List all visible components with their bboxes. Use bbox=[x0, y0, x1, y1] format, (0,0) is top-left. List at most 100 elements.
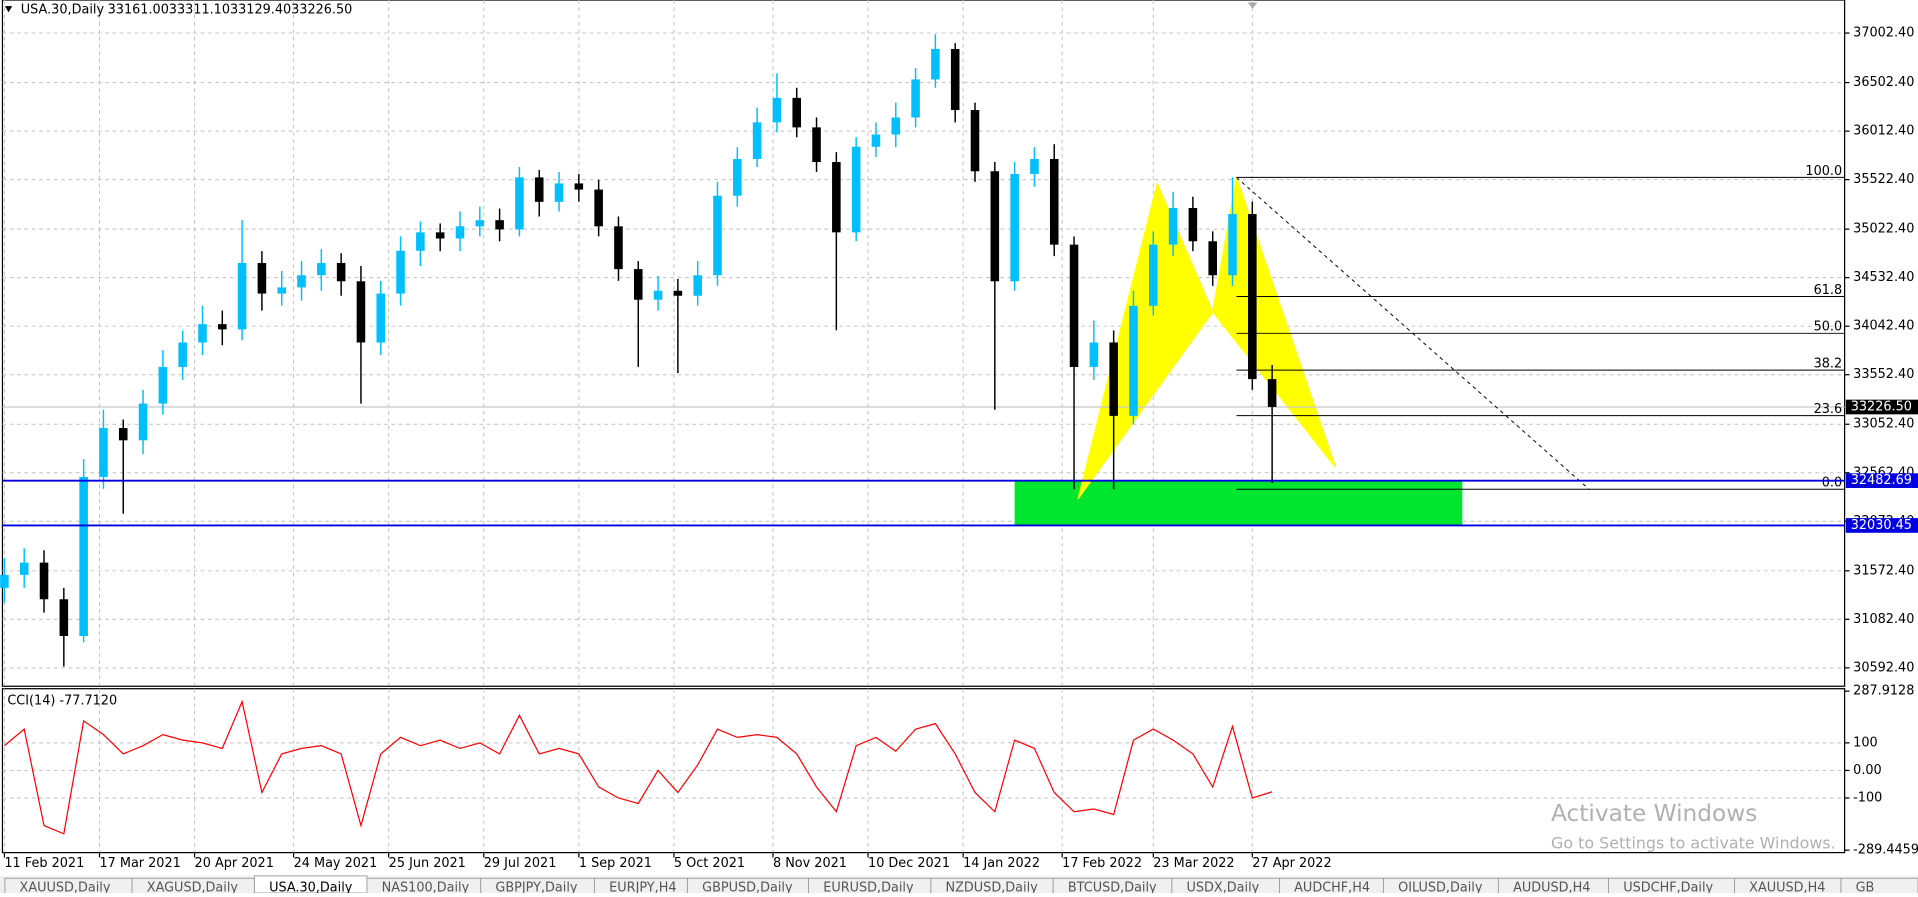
candle-body bbox=[851, 146, 861, 233]
candle-body bbox=[772, 97, 782, 123]
watermark-subtitle: Go to Settings to activate Windows. bbox=[1551, 834, 1836, 853]
tab-label[interactable]: EURUSD,Daily bbox=[823, 881, 914, 896]
ohlc-value: 33226.50 bbox=[291, 2, 352, 17]
x-tick-label: 25 Jun 2021 bbox=[389, 856, 466, 871]
demand-zone bbox=[1014, 480, 1463, 526]
tab-label[interactable]: OILUSD,Daily bbox=[1398, 881, 1483, 896]
tab-label[interactable]: EURJPY,H4 bbox=[609, 881, 676, 896]
candle-body bbox=[475, 220, 485, 227]
y-tick-label: 37002.40 bbox=[1853, 26, 1914, 41]
x-tick-label: 20 Apr 2021 bbox=[195, 856, 274, 871]
candle-body bbox=[891, 117, 901, 135]
x-tick-label: 17 Mar 2021 bbox=[99, 856, 180, 871]
x-tick-label: 29 Jul 2021 bbox=[484, 856, 557, 871]
candle-body bbox=[970, 110, 980, 172]
candle-body bbox=[495, 220, 504, 230]
candle-body bbox=[317, 262, 326, 276]
candle-body bbox=[1168, 207, 1178, 245]
cci-tick-label: 0.00 bbox=[1853, 763, 1882, 778]
candle-body bbox=[218, 324, 227, 330]
x-tick-label: 27 Apr 2022 bbox=[1252, 856, 1331, 871]
y-tick-label: 30592.40 bbox=[1853, 660, 1914, 675]
candle-body bbox=[1109, 342, 1118, 416]
candle-body bbox=[39, 562, 49, 600]
candle-body bbox=[594, 189, 603, 227]
tab-label[interactable]: GBPJPY,Daily bbox=[495, 881, 577, 896]
candle-body bbox=[297, 275, 306, 288]
candle-body bbox=[1030, 158, 1039, 174]
tab-label[interactable]: XAUUSD,H4 bbox=[1749, 881, 1825, 896]
last-price-label: 33226.50 bbox=[1851, 399, 1912, 414]
chart-title: USA.30,Daily bbox=[21, 2, 105, 17]
tab-label[interactable]: BTCUSD,Daily bbox=[1068, 881, 1157, 896]
tab-label[interactable]: USDCHF,Daily bbox=[1623, 881, 1713, 896]
y-tick-label: 33552.40 bbox=[1853, 367, 1914, 382]
fib-label: 23.6 bbox=[1814, 402, 1843, 417]
tab-label[interactable]: XAGUSD,Daily bbox=[147, 881, 239, 896]
tab-label[interactable]: USA.30,Daily bbox=[269, 881, 353, 896]
candle-body bbox=[79, 476, 88, 637]
cci-tick-label: 287.9128 bbox=[1853, 684, 1914, 699]
fib-label: 100.0 bbox=[1805, 164, 1842, 179]
candle-body bbox=[1069, 244, 1079, 367]
tab-label[interactable]: USDX,Daily bbox=[1187, 881, 1260, 896]
y-tick-label: 36502.40 bbox=[1853, 75, 1914, 90]
level-label-box bbox=[1845, 473, 1918, 488]
level-label-box bbox=[1845, 518, 1918, 533]
ohlc-value: 33129.40 bbox=[230, 2, 291, 17]
main-panel bbox=[1, 0, 1846, 687]
trend-line bbox=[1236, 177, 1590, 490]
shift-marker bbox=[1247, 2, 1258, 9]
candle-body bbox=[1188, 207, 1198, 242]
candle-body bbox=[158, 366, 168, 404]
tab[interactable] bbox=[1840, 877, 1918, 896]
tab-label[interactable]: NZDUSD,Daily bbox=[946, 881, 1039, 896]
candle-body bbox=[118, 428, 128, 441]
level-label: 32030.45 bbox=[1851, 518, 1912, 533]
x-tick-label: 17 Feb 2022 bbox=[1062, 856, 1142, 871]
tab-label[interactable]: XAUUSD,Daily bbox=[20, 881, 111, 896]
candle-body bbox=[416, 232, 425, 251]
candle-body bbox=[178, 342, 187, 367]
candle-body bbox=[0, 574, 9, 588]
candle-body bbox=[257, 262, 267, 294]
x-tick-label: 5 Oct 2021 bbox=[674, 856, 745, 871]
y-tick-label: 35522.40 bbox=[1853, 172, 1914, 187]
candle-body bbox=[911, 79, 920, 118]
tab-label[interactable]: GBPUSD,Daily bbox=[702, 881, 793, 896]
candle-body bbox=[990, 171, 1000, 282]
candle-body bbox=[1228, 214, 1237, 276]
level-label: 32482.69 bbox=[1851, 473, 1912, 488]
candle-body bbox=[1049, 158, 1059, 245]
cci-tick-label: -289.4459 bbox=[1853, 843, 1918, 858]
y-tick-label: 31082.40 bbox=[1853, 612, 1914, 627]
x-tick-label: 8 Nov 2021 bbox=[773, 856, 847, 871]
menu-arrow bbox=[4, 6, 13, 13]
ohlc-value: 33311.10 bbox=[169, 2, 230, 17]
candle-body bbox=[138, 403, 148, 441]
y-tick-label: 34532.40 bbox=[1853, 270, 1914, 285]
candle-body bbox=[435, 232, 445, 239]
ohlc-value: 33161.00 bbox=[108, 2, 169, 17]
candle-body bbox=[931, 48, 940, 80]
tab-label[interactable]: GB bbox=[1856, 881, 1875, 896]
tab-label[interactable]: AUDCHF,H4 bbox=[1294, 881, 1370, 896]
candle-body bbox=[376, 293, 386, 343]
y-tick-label: 34042.40 bbox=[1853, 319, 1914, 334]
watermark-title: Activate Windows bbox=[1551, 800, 1757, 827]
candle-body bbox=[1089, 342, 1099, 367]
cci-tick-label: -100 bbox=[1853, 790, 1882, 805]
y-tick-label: 36012.40 bbox=[1853, 124, 1914, 139]
candle-body bbox=[871, 134, 881, 147]
tab-label[interactable]: NAS100,Daily bbox=[382, 881, 470, 896]
tab-label[interactable]: AUDUSD,H4 bbox=[1513, 881, 1590, 896]
candle-body bbox=[812, 127, 821, 163]
main-layer bbox=[2, 0, 1845, 853]
candle-body bbox=[396, 250, 405, 294]
candle-body bbox=[614, 226, 623, 270]
candle-body bbox=[356, 281, 366, 343]
y-tick-label: 31572.40 bbox=[1853, 563, 1914, 578]
